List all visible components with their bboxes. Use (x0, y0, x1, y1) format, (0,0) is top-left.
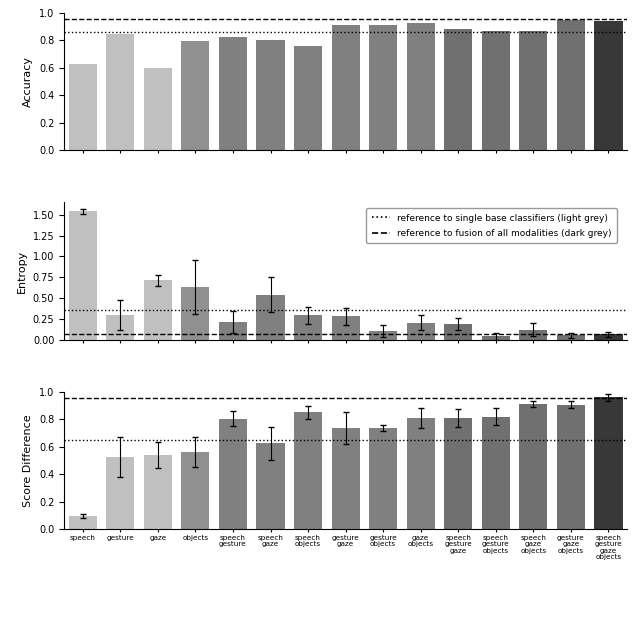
Bar (144, 455, 172, 529)
Bar (595, 21, 623, 150)
Y-axis label: Score Difference: Score Difference (23, 414, 33, 507)
Bar (257, 40, 285, 150)
Bar (68, 64, 97, 150)
Bar (68, 211, 97, 340)
Bar (369, 25, 397, 150)
Bar (557, 405, 585, 529)
Bar (257, 295, 285, 340)
Bar (332, 25, 360, 150)
Bar (219, 37, 247, 150)
Bar (595, 334, 623, 340)
Bar (557, 20, 585, 150)
Bar (406, 23, 435, 150)
Bar (68, 516, 97, 529)
Bar (106, 314, 134, 340)
Bar (444, 418, 472, 529)
Bar (369, 428, 397, 529)
Bar (444, 30, 472, 150)
Y-axis label: Entropy: Entropy (17, 249, 27, 292)
Bar (181, 287, 209, 340)
Bar (482, 336, 510, 340)
Bar (332, 428, 360, 529)
Bar (219, 418, 247, 529)
Bar (595, 398, 623, 529)
Bar (369, 331, 397, 340)
Bar (482, 416, 510, 529)
Bar (144, 68, 172, 150)
Legend: reference to single base classifiers (light grey), reference to fusion of all mo: reference to single base classifiers (li… (367, 208, 617, 243)
Bar (406, 418, 435, 529)
Bar (444, 324, 472, 340)
Bar (144, 280, 172, 340)
Bar (181, 452, 209, 529)
Bar (294, 316, 322, 340)
Bar (406, 323, 435, 340)
Bar (332, 316, 360, 340)
Bar (106, 34, 134, 150)
Bar (294, 413, 322, 529)
Bar (519, 404, 547, 529)
Bar (219, 322, 247, 340)
Bar (294, 46, 322, 150)
Bar (519, 329, 547, 340)
Bar (557, 335, 585, 340)
Bar (519, 31, 547, 150)
Bar (257, 444, 285, 529)
Bar (106, 457, 134, 529)
Bar (482, 31, 510, 150)
Y-axis label: Accuracy: Accuracy (23, 56, 33, 107)
Bar (181, 42, 209, 150)
